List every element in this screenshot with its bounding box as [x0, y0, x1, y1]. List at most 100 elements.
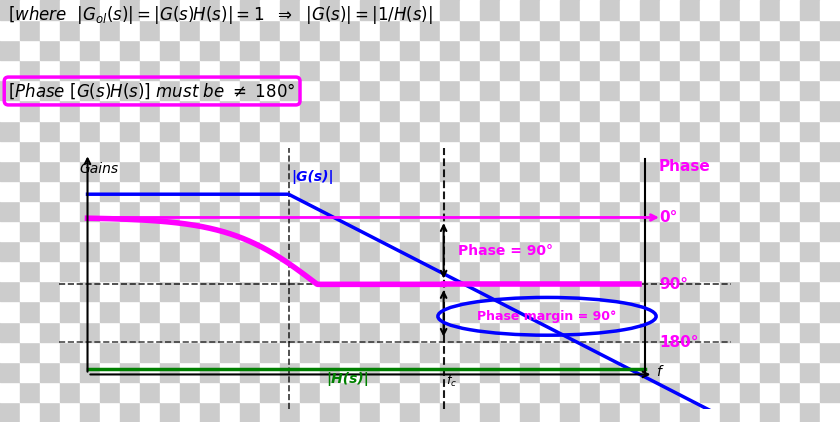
Bar [560, 20, 580, 40]
Bar [240, 141, 260, 161]
Bar [240, 342, 260, 362]
Bar [480, 121, 500, 141]
Bar [120, 100, 140, 121]
Bar [320, 362, 340, 382]
Bar [220, 362, 240, 382]
Bar [20, 301, 40, 322]
Bar [300, 20, 320, 40]
Bar [40, 0, 60, 20]
Bar [740, 20, 760, 40]
Bar [540, 402, 560, 422]
Bar [740, 181, 760, 201]
Bar [480, 161, 500, 181]
Bar [120, 362, 140, 382]
Bar [500, 382, 520, 402]
Bar [180, 221, 200, 241]
Bar [480, 241, 500, 261]
Bar [640, 322, 660, 342]
Bar [80, 322, 100, 342]
Bar [340, 141, 360, 161]
Bar [780, 342, 800, 362]
Bar [60, 0, 80, 20]
Bar [680, 80, 700, 100]
Bar [280, 342, 300, 362]
Text: $f_c$: $f_c$ [447, 373, 458, 389]
Bar [640, 40, 660, 60]
Bar [540, 301, 560, 322]
Bar [500, 402, 520, 422]
Bar [340, 201, 360, 221]
Bar [560, 161, 580, 181]
Bar [360, 261, 380, 281]
Bar [760, 100, 780, 121]
Bar [800, 141, 820, 161]
Bar [580, 322, 600, 342]
Bar [120, 121, 140, 141]
Bar [140, 322, 160, 342]
Bar [120, 201, 140, 221]
Bar [640, 362, 660, 382]
Bar [420, 301, 440, 322]
Bar [160, 161, 180, 181]
Bar [200, 362, 220, 382]
Bar [240, 40, 260, 60]
Bar [800, 40, 820, 60]
Bar [460, 362, 480, 382]
Bar [680, 241, 700, 261]
Bar [160, 362, 180, 382]
Bar [460, 281, 480, 301]
Bar [560, 382, 580, 402]
Bar [720, 0, 740, 20]
Bar [620, 362, 640, 382]
Bar [340, 342, 360, 362]
Bar [540, 281, 560, 301]
Bar [520, 0, 540, 20]
Bar [380, 40, 400, 60]
Bar [640, 221, 660, 241]
Bar [280, 0, 300, 20]
Bar [100, 402, 120, 422]
Bar [280, 40, 300, 60]
Bar [220, 141, 240, 161]
Bar [720, 362, 740, 382]
Bar [420, 0, 440, 20]
Bar [200, 241, 220, 261]
Bar [80, 0, 100, 20]
Bar [620, 161, 640, 181]
Bar [260, 402, 280, 422]
Bar [720, 100, 740, 121]
Bar [0, 181, 20, 201]
Bar [820, 382, 840, 402]
Bar [260, 0, 280, 20]
Bar [320, 402, 340, 422]
Bar [60, 100, 80, 121]
Bar [60, 121, 80, 141]
Bar [60, 221, 80, 241]
Bar [280, 80, 300, 100]
Bar [180, 80, 200, 100]
Bar [360, 201, 380, 221]
Bar [40, 40, 60, 60]
Bar [660, 201, 680, 221]
Bar [340, 20, 360, 40]
Bar [740, 241, 760, 261]
Bar [800, 161, 820, 181]
Bar [540, 0, 560, 20]
Bar [20, 80, 40, 100]
Bar [660, 181, 680, 201]
Bar [700, 261, 720, 281]
Bar [380, 322, 400, 342]
Bar [420, 342, 440, 362]
Bar [200, 121, 220, 141]
Bar [640, 60, 660, 80]
Bar [40, 241, 60, 261]
Bar [280, 60, 300, 80]
Bar [640, 20, 660, 40]
Bar [160, 60, 180, 80]
Bar [420, 241, 440, 261]
Bar [0, 100, 20, 121]
Bar [140, 80, 160, 100]
Bar [800, 281, 820, 301]
Bar [0, 0, 20, 20]
Bar [700, 281, 720, 301]
